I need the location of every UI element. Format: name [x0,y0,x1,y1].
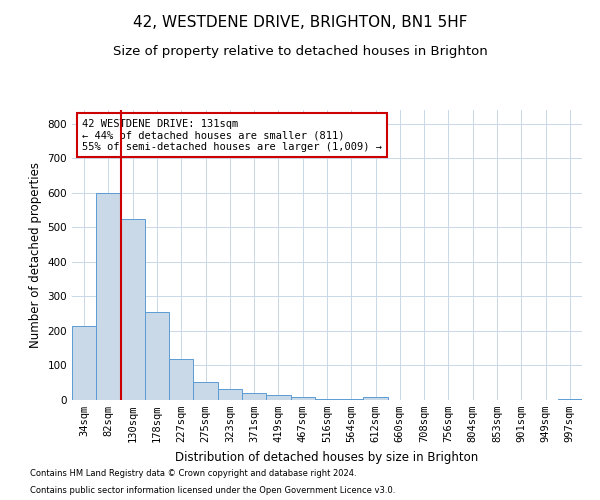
Text: 42, WESTDENE DRIVE, BRIGHTON, BN1 5HF: 42, WESTDENE DRIVE, BRIGHTON, BN1 5HF [133,15,467,30]
Bar [121,219,145,400]
Bar [96,193,121,400]
Bar [315,398,339,400]
Text: Contains HM Land Registry data © Crown copyright and database right 2024.: Contains HM Land Registry data © Crown c… [30,468,356,477]
Bar [193,382,218,400]
Text: Contains public sector information licensed under the Open Government Licence v3: Contains public sector information licen… [30,486,395,495]
Y-axis label: Number of detached properties: Number of detached properties [29,162,42,348]
Bar [145,312,169,400]
Bar [290,397,315,400]
Bar [364,396,388,400]
Text: 42 WESTDENE DRIVE: 131sqm
← 44% of detached houses are smaller (811)
55% of semi: 42 WESTDENE DRIVE: 131sqm ← 44% of detac… [82,118,382,152]
Bar [266,395,290,400]
Bar [558,398,582,400]
Bar [169,360,193,400]
Bar [72,326,96,400]
Text: Size of property relative to detached houses in Brighton: Size of property relative to detached ho… [113,45,487,58]
Bar [218,389,242,400]
Bar [242,393,266,400]
X-axis label: Distribution of detached houses by size in Brighton: Distribution of detached houses by size … [175,450,479,464]
